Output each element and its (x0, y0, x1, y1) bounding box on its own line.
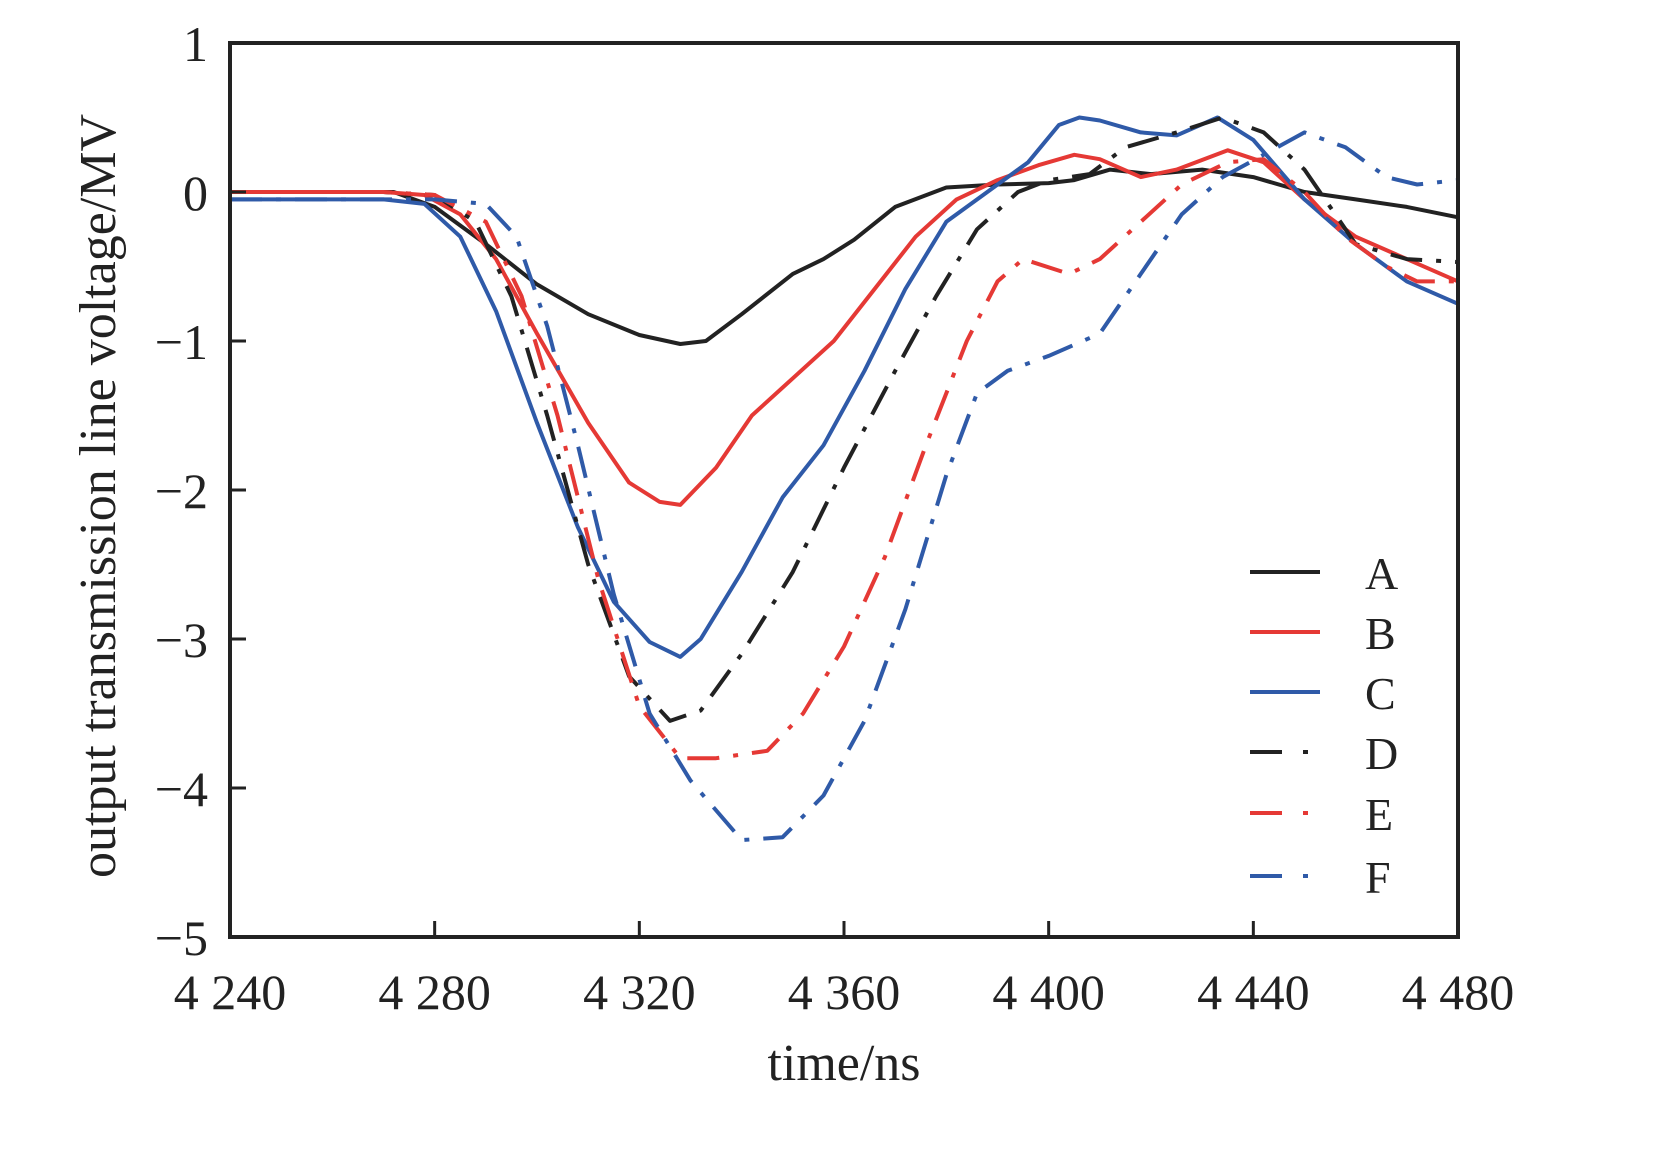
y-tick-label: −4 (155, 761, 208, 817)
x-tick-label: 4 480 (1402, 964, 1515, 1020)
legend-label-f: F (1365, 852, 1391, 903)
series-line-b (230, 148, 1459, 507)
x-axis-title: time/ns (767, 1035, 920, 1092)
y-tick-label: 1 (183, 16, 208, 72)
x-tick-label: 4 440 (1197, 964, 1310, 1020)
legend-label-d: D (1365, 728, 1398, 779)
x-tick-label: 4 400 (992, 964, 1105, 1020)
plot-frame (228, 41, 1460, 939)
x-axis: 4 240 4 280 4 320 4 360 4 400 4 440 4 480 (174, 921, 1515, 1020)
series-line-a (230, 167, 1459, 346)
series-line-d (230, 115, 1459, 723)
y-tick-label: −2 (155, 463, 208, 519)
legend-label-c: C (1365, 668, 1396, 719)
y-tick-label: −5 (155, 910, 208, 966)
x-tick-label: 4 280 (378, 964, 491, 1020)
legend-label-e: E (1365, 789, 1393, 840)
x-tick-label: 4 320 (583, 964, 696, 1020)
y-tick-label: −3 (155, 612, 208, 668)
y-tick-label: 0 (183, 165, 208, 221)
series-line-e (230, 157, 1458, 761)
x-tick-label: 4 240 (174, 964, 287, 1020)
y-tick-label: −1 (155, 314, 208, 370)
legend-label-b: B (1365, 608, 1396, 659)
series-layer (230, 115, 1459, 843)
y-axis: 1 0 −1 −2 −3 −4 −5 (155, 16, 246, 966)
legend-label-a: A (1365, 548, 1398, 599)
x-tick-label: 4 360 (788, 964, 901, 1020)
series-line-c (230, 115, 1459, 659)
y-axis-title: output transmission line voltage/MV (70, 114, 127, 878)
series-line-f (230, 130, 1459, 843)
